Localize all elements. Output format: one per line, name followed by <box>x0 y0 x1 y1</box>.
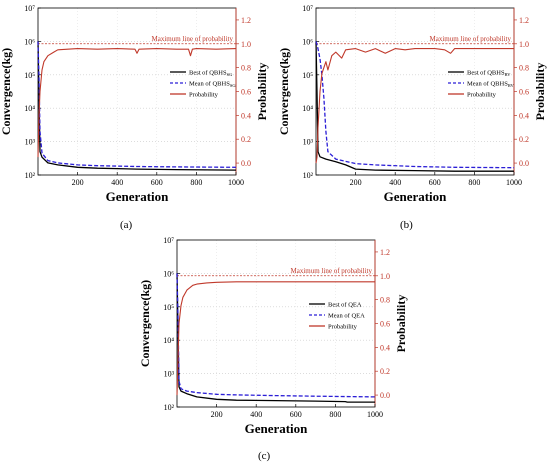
legend-label-3: Probability <box>189 92 219 99</box>
caption-c: (c) <box>258 450 271 462</box>
y-right-tick-label: 0.6 <box>380 320 390 329</box>
y-left-tick-label: 10³ <box>303 138 314 147</box>
max-probability-label: Maximum line of probability <box>152 35 234 43</box>
y-right-tick-label: 0.4 <box>519 111 529 120</box>
chart-panel-2: 200 400 600 800 1000 10² 10³ 10⁴ 10⁵ 10⁶ 10⁷ 0.0 0.2… <box>277 4 547 204</box>
y-right-tick-label: 0.2 <box>519 135 529 144</box>
y-right-tick-label: 1.2 <box>241 16 251 25</box>
x-tick-label: 600 <box>151 178 163 187</box>
y-right-tick-label: 1.0 <box>519 40 529 49</box>
y-right-axis-title: Probability <box>533 63 547 121</box>
y-left-tick-label: 10⁶ <box>24 37 35 46</box>
y-right-tick-label: 1.2 <box>519 16 529 25</box>
y-right-axis-title: Probability <box>394 295 408 353</box>
series-line-3 <box>176 281 375 396</box>
y-right-tick-label: 0.4 <box>241 111 251 120</box>
y-left-axis-title: Convergence(kg) <box>138 280 152 367</box>
y-left-tick-label: 10³ <box>25 138 36 147</box>
series-line-2 <box>176 273 376 398</box>
y-left-tick-label: 10² <box>303 171 314 180</box>
y-left-tick-label: 10⁵ <box>163 303 174 312</box>
y-right-tick-label: 0.0 <box>241 159 251 168</box>
x-axis-title: Generation <box>106 189 170 204</box>
y-left-axis-title: Convergence(kg) <box>277 48 291 135</box>
series-line-1 <box>37 41 237 171</box>
legend-label-2: Mean of QBHSSG <box>189 81 236 89</box>
x-tick-label: 1000 <box>228 178 244 187</box>
series-line-1 <box>315 41 514 172</box>
x-tick-label: 600 <box>290 410 302 419</box>
y-right-tick-label: 0.2 <box>241 135 251 144</box>
x-tick-label: 200 <box>350 178 362 187</box>
y-left-axis-title: Convergence(kg) <box>0 48 13 135</box>
x-tick-label: 1000 <box>506 178 522 187</box>
x-tick-label: 600 <box>429 178 441 187</box>
y-right-tick-label: 0.8 <box>380 296 390 305</box>
y-left-tick-label: 10⁷ <box>163 236 174 245</box>
y-right-tick-label: 0.8 <box>241 64 251 73</box>
legend-label-1: Best of QBHSRV <box>467 70 511 78</box>
x-axis-title: Generation <box>245 421 309 436</box>
legend-label-3: Probability <box>467 92 497 99</box>
y-left-tick-label: 10³ <box>164 370 175 379</box>
y-left-tick-label: 10⁵ <box>24 71 35 80</box>
y-left-tick-label: 10² <box>25 171 36 180</box>
y-right-tick-label: 0.2 <box>380 367 390 376</box>
max-probability-label: Maximum line of probability <box>291 267 373 275</box>
y-right-tick-label: 0.0 <box>380 391 390 400</box>
y-left-tick-label: 10⁵ <box>302 71 313 80</box>
series-line-3 <box>37 48 237 158</box>
series-line-3 <box>315 48 514 164</box>
x-tick-label: 400 <box>389 178 401 187</box>
y-left-tick-label: 10⁶ <box>163 269 174 278</box>
x-tick-label: 400 <box>111 178 123 187</box>
y-left-tick-label: 10⁴ <box>163 336 174 345</box>
x-axis-title: Generation <box>384 189 448 204</box>
y-right-tick-label: 0.6 <box>519 88 529 97</box>
chart-panel-3: 200 400 600 800 1000 10² 10³ 10⁴ 10⁵ 10⁶ 10⁷ 0.0 0.2… <box>138 236 408 436</box>
y-left-tick-label: 10⁴ <box>302 104 313 113</box>
series-line-1 <box>176 273 375 403</box>
legend-label-2: Mean of QBHSRV <box>467 81 514 89</box>
y-left-tick-label: 10² <box>164 403 175 412</box>
series-line-2 <box>37 41 237 168</box>
x-tick-label: 200 <box>211 410 223 419</box>
series-line-2 <box>315 41 515 169</box>
y-left-tick-label: 10⁷ <box>302 4 313 13</box>
chart-panel-1: 200 400 600 800 1000 10² 10³ 10⁴ 10⁵ 10⁶ 10⁷ 0.0 0.2… <box>0 4 269 204</box>
y-right-axis-title: Probability <box>255 63 269 121</box>
y-right-tick-label: 1.2 <box>380 248 390 257</box>
y-left-tick-label: 10⁷ <box>24 4 35 13</box>
y-right-tick-label: 0.8 <box>519 64 529 73</box>
y-right-tick-label: 1.0 <box>241 40 251 49</box>
x-tick-label: 200 <box>72 178 84 187</box>
y-right-tick-label: 0.6 <box>241 88 251 97</box>
caption-b: (b) <box>400 219 413 231</box>
legend-label-1: Best of QEA <box>328 302 362 309</box>
x-tick-label: 400 <box>250 410 262 419</box>
legend-label-1: Best of QBHSSG <box>189 70 233 78</box>
legend-label-3: Probability <box>328 324 358 331</box>
x-tick-label: 800 <box>468 178 480 187</box>
legend-label-2: Mean of QEA <box>328 313 365 320</box>
x-tick-label: 800 <box>190 178 202 187</box>
x-tick-label: 800 <box>329 410 341 419</box>
y-right-tick-label: 0.0 <box>519 159 529 168</box>
y-left-tick-label: 10⁴ <box>24 104 35 113</box>
y-right-tick-label: 1.0 <box>380 272 390 281</box>
x-tick-label: 1000 <box>367 410 383 419</box>
max-probability-label: Maximum line of probability <box>430 35 512 43</box>
y-left-tick-label: 10⁶ <box>302 37 313 46</box>
y-right-tick-label: 0.4 <box>380 343 390 352</box>
caption-a: (a) <box>120 219 133 231</box>
